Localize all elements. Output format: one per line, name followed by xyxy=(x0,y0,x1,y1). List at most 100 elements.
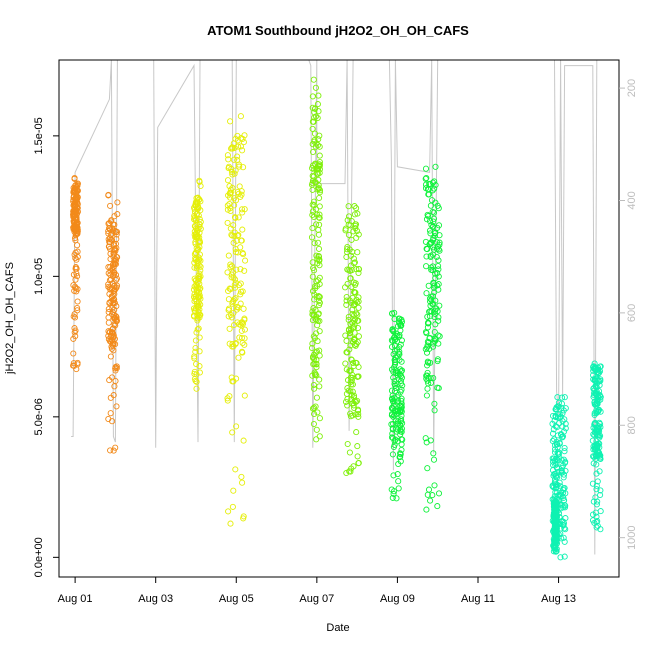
data-point xyxy=(242,257,249,264)
x-tick-label: Aug 09 xyxy=(380,593,415,605)
data-point xyxy=(106,277,113,284)
data-point xyxy=(314,101,321,108)
data-point xyxy=(110,325,117,332)
data-point xyxy=(430,450,437,457)
data-point xyxy=(74,304,81,312)
data-point xyxy=(436,302,443,309)
data-point xyxy=(346,333,353,340)
data-point xyxy=(561,416,568,423)
data-point xyxy=(309,148,317,156)
data-point xyxy=(70,313,77,320)
data-point xyxy=(432,163,439,170)
x-tick-label: Aug 03 xyxy=(138,593,173,605)
data-point xyxy=(398,322,405,329)
data-point xyxy=(342,332,349,339)
data-point xyxy=(393,495,400,502)
data-point xyxy=(195,273,202,280)
data-point xyxy=(559,464,566,472)
data-point xyxy=(309,372,316,379)
data-point xyxy=(105,230,112,237)
data-point xyxy=(228,262,235,270)
data-point xyxy=(346,267,354,274)
data-point xyxy=(193,288,200,295)
data-point xyxy=(388,343,396,350)
data-point xyxy=(429,208,436,215)
data-point xyxy=(316,415,323,422)
data-point xyxy=(111,213,118,220)
data-point xyxy=(309,118,316,125)
data-point xyxy=(109,265,116,272)
right-tick-label: 1000 xyxy=(626,525,638,549)
data-point xyxy=(555,451,562,458)
data-point xyxy=(232,466,239,473)
data-point xyxy=(551,520,558,527)
data-point xyxy=(431,482,438,489)
data-point xyxy=(239,288,246,295)
data-point xyxy=(347,275,354,282)
data-point xyxy=(240,251,247,258)
data-point xyxy=(425,339,432,346)
data-point xyxy=(344,349,351,356)
data-point xyxy=(113,282,121,289)
data-point xyxy=(353,429,360,436)
data-point xyxy=(196,196,203,203)
data-point xyxy=(395,397,402,405)
data-point xyxy=(196,229,203,236)
data-point xyxy=(344,280,351,287)
data-point xyxy=(192,348,199,355)
data-point xyxy=(425,282,432,289)
data-point xyxy=(435,317,442,324)
data-point xyxy=(315,185,322,192)
data-point xyxy=(593,513,600,520)
data-point xyxy=(394,471,401,478)
data-point xyxy=(423,174,430,182)
data-point xyxy=(433,253,440,261)
data-point xyxy=(394,407,401,414)
data-point xyxy=(237,266,244,273)
data-point xyxy=(344,395,351,403)
data-point xyxy=(562,425,569,432)
data-point xyxy=(558,434,566,441)
data-point xyxy=(423,253,430,260)
data-point xyxy=(193,385,200,392)
data-point xyxy=(561,538,568,545)
data-point xyxy=(193,263,200,270)
data-point xyxy=(355,333,362,340)
plot-frame xyxy=(58,59,620,578)
data-point xyxy=(393,425,400,432)
data-point xyxy=(233,237,240,244)
data-point xyxy=(225,305,233,312)
data-point xyxy=(561,448,568,455)
data-point xyxy=(425,320,432,327)
data-point xyxy=(316,299,323,306)
data-point xyxy=(109,336,116,343)
data-point xyxy=(352,411,359,418)
data-point xyxy=(311,109,318,116)
data-point xyxy=(109,225,116,232)
data-point xyxy=(192,233,200,241)
data-point xyxy=(193,371,200,378)
data-point xyxy=(110,300,117,307)
data-point xyxy=(197,263,204,270)
data-point xyxy=(309,225,316,232)
data-point xyxy=(354,317,361,324)
data-point xyxy=(430,280,437,287)
data-point xyxy=(390,490,397,497)
altitude-trace-line xyxy=(71,60,603,555)
data-point xyxy=(557,430,565,438)
data-point xyxy=(594,448,601,455)
data-point xyxy=(424,465,431,472)
data-point xyxy=(353,310,360,317)
data-point xyxy=(313,364,320,371)
data-point xyxy=(426,313,433,320)
data-point xyxy=(315,245,323,252)
data-point xyxy=(192,231,199,238)
data-point xyxy=(238,327,245,334)
data-point xyxy=(225,165,232,172)
data-point xyxy=(391,334,398,341)
data-point xyxy=(355,265,362,273)
data-point xyxy=(589,480,596,487)
data-point xyxy=(234,137,241,144)
data-point xyxy=(72,255,79,262)
data-point xyxy=(593,451,600,458)
